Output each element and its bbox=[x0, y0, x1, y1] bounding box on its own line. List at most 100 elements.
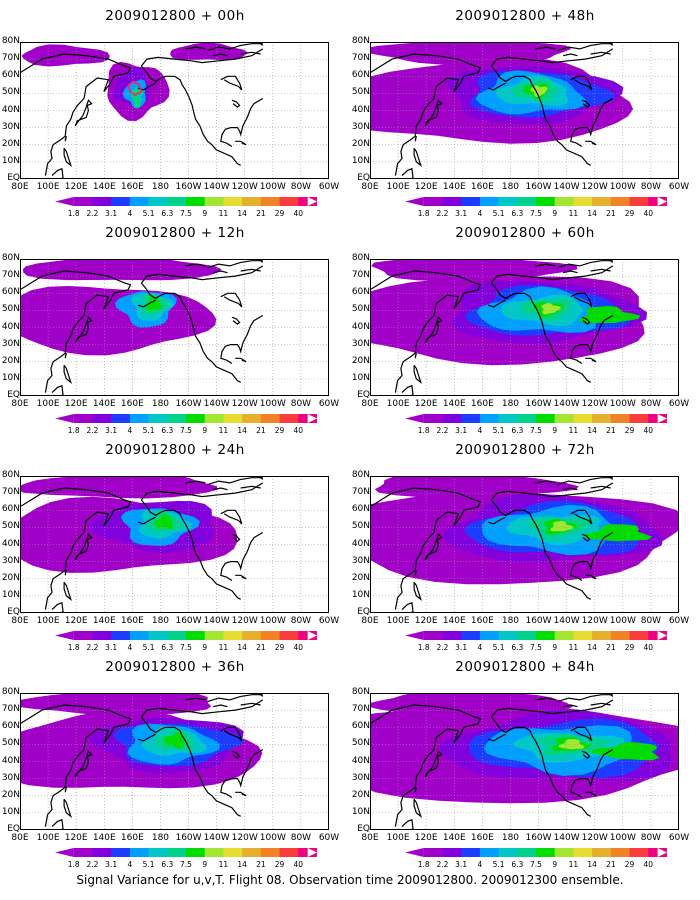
colorbar-swatch bbox=[204, 197, 224, 206]
colorbar-label: 9 bbox=[202, 860, 208, 869]
longitude-label: 60W bbox=[318, 182, 340, 192]
coastline bbox=[581, 750, 591, 759]
longitude-label: 120E bbox=[64, 399, 88, 409]
colorbar-swatch bbox=[129, 414, 150, 423]
colorbar-swatch bbox=[279, 414, 299, 423]
latitude-label: 10N bbox=[1, 372, 20, 383]
latitude-label: 70N bbox=[351, 53, 370, 64]
latitude-label: 80N bbox=[1, 687, 20, 697]
colorbar-label: 3.1 bbox=[105, 860, 118, 869]
colorbar-label: 14 bbox=[237, 426, 247, 435]
coastline bbox=[64, 570, 67, 576]
coastline bbox=[590, 702, 611, 706]
coastline bbox=[487, 82, 506, 91]
colorbar-swatch bbox=[536, 848, 556, 857]
longitude-label: 160E bbox=[470, 182, 494, 192]
colorbar-swatch bbox=[461, 414, 481, 423]
coastline bbox=[231, 99, 241, 108]
variance-map bbox=[20, 476, 329, 613]
longitude-label: 120E bbox=[414, 833, 438, 843]
longitude-label: 80E bbox=[361, 182, 379, 192]
colorbar-swatch bbox=[648, 197, 667, 206]
colorbar-label: 1.8 bbox=[67, 209, 80, 218]
colorbar-label: 4 bbox=[127, 643, 133, 652]
colorbar bbox=[405, 631, 667, 640]
colorbar-label: 4 bbox=[127, 426, 133, 435]
forecast-panel: 2009012800 + 48h 80N 70N 60N 50N 40N 30N 20N 10N… bbox=[350, 0, 700, 218]
colorbar-label: 14 bbox=[587, 860, 597, 869]
colorbar-label: 29 bbox=[624, 860, 635, 869]
colorbar-label: 3.1 bbox=[105, 209, 118, 218]
colorbar-label: 2.2 bbox=[436, 860, 449, 869]
variance-map bbox=[370, 476, 679, 613]
coastline bbox=[490, 499, 591, 600]
colorbar-swatch bbox=[186, 414, 206, 423]
coastline bbox=[137, 733, 156, 742]
colorbar-label: 29 bbox=[624, 643, 635, 652]
colorbar-label: 9 bbox=[202, 209, 208, 218]
longitude-label: 100E bbox=[386, 833, 410, 843]
latitude-label: EQ bbox=[7, 824, 20, 834]
panel-title: 2009012800 + 12h bbox=[105, 225, 245, 241]
colorbar-label: 3.1 bbox=[455, 209, 468, 218]
coastline bbox=[207, 477, 263, 486]
colorbar-label: 5.1 bbox=[492, 860, 505, 869]
variance-contour bbox=[541, 303, 561, 315]
colorbar-swatch bbox=[111, 848, 131, 857]
latitude-label: 50N bbox=[351, 87, 370, 98]
latitude-label: 60N bbox=[351, 287, 370, 298]
coastline bbox=[63, 581, 72, 601]
coastline bbox=[585, 791, 597, 797]
colorbar-swatch bbox=[148, 414, 168, 423]
colorbar-swatch bbox=[92, 197, 112, 206]
latitude-label: 30N bbox=[1, 121, 20, 132]
colorbar-swatch bbox=[554, 631, 574, 640]
colorbar-swatch bbox=[573, 848, 593, 857]
colorbar-swatch bbox=[92, 414, 112, 423]
colorbar-swatch bbox=[242, 197, 262, 206]
coastline bbox=[74, 533, 93, 561]
colorbar-label: 6.3 bbox=[511, 860, 524, 869]
latitude-label: EQ bbox=[7, 607, 20, 617]
colorbar-label: 7.5 bbox=[180, 426, 192, 435]
latitude-label: 70N bbox=[351, 704, 370, 715]
coastline bbox=[370, 53, 482, 176]
longitude-label: 80E bbox=[361, 616, 379, 626]
coastline bbox=[414, 136, 417, 142]
longitude-label: 160E bbox=[470, 399, 494, 409]
latitude-label: EQ bbox=[357, 390, 370, 400]
coastline bbox=[63, 147, 72, 167]
figure-caption: Signal Variance for u,v,T. Flight 08. Ob… bbox=[76, 873, 624, 887]
coastline bbox=[585, 140, 597, 146]
longitude-label: 120W bbox=[231, 833, 258, 843]
longitude-label: 100E bbox=[36, 616, 60, 626]
longitude-label: 140E bbox=[442, 833, 466, 843]
colorbar-label: 1.8 bbox=[67, 860, 80, 869]
colorbar-swatch bbox=[610, 197, 631, 206]
coastline bbox=[140, 265, 264, 284]
colorbar-label: 5.1 bbox=[142, 209, 155, 218]
longitude-label: 180 bbox=[151, 399, 170, 409]
colorbar-label: 11 bbox=[218, 426, 229, 435]
colorbar-label: 9 bbox=[202, 643, 208, 652]
latitude-label: 40N bbox=[351, 104, 370, 115]
colorbar-arrow bbox=[55, 631, 74, 640]
colorbar-label: 4 bbox=[477, 426, 483, 435]
colorbar-label: 2.2 bbox=[86, 643, 99, 652]
target-region bbox=[127, 80, 143, 97]
colorbar-swatch bbox=[260, 631, 281, 640]
latitude-label: 20N bbox=[1, 789, 20, 800]
longitude-label: 180 bbox=[151, 182, 170, 192]
colorbar-label: 29 bbox=[624, 209, 635, 218]
coastline bbox=[590, 485, 611, 489]
latitude-label: 20N bbox=[1, 355, 20, 366]
longitude-label: 120W bbox=[581, 833, 608, 843]
colorbar-label: 4 bbox=[127, 209, 133, 218]
colorbar-swatch bbox=[610, 631, 631, 640]
coastline bbox=[231, 533, 241, 542]
variance-map bbox=[20, 42, 329, 179]
coastline bbox=[581, 533, 591, 542]
map-frame bbox=[20, 259, 329, 396]
coastline bbox=[557, 477, 613, 486]
colorbar-swatch bbox=[129, 631, 150, 640]
